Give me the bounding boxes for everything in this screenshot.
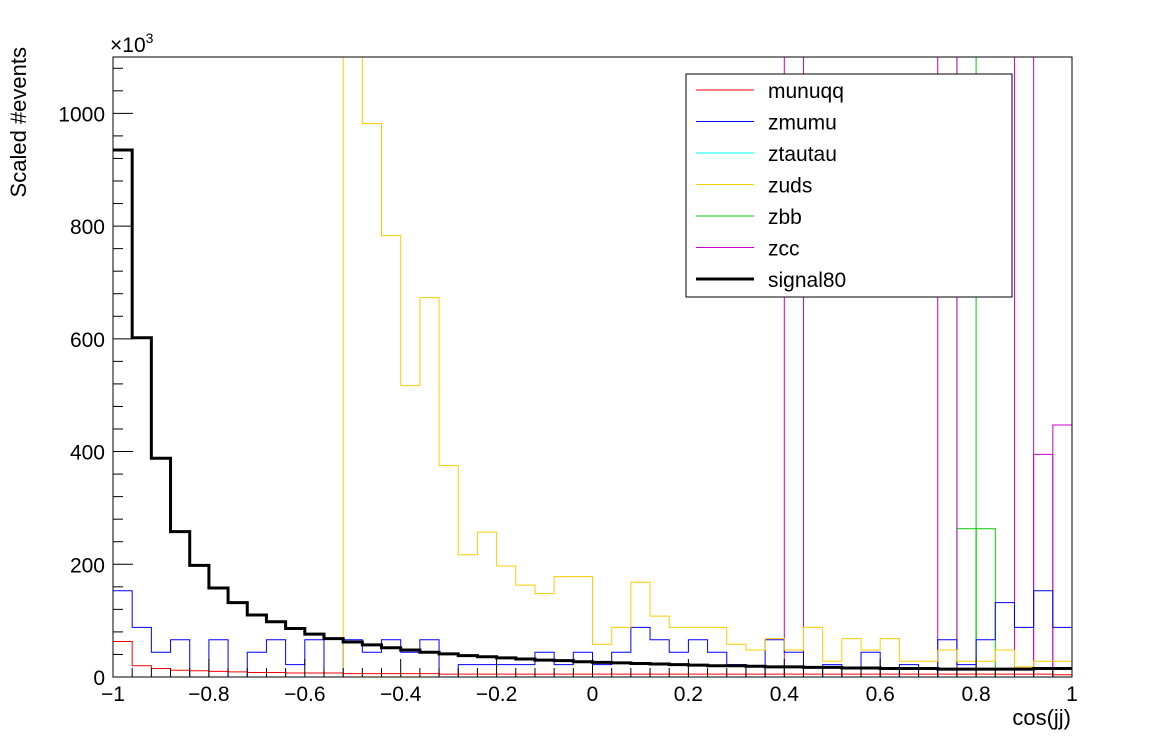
legend-entry-zuds: zuds [696, 175, 812, 198]
x-tick-label: 1 [1066, 683, 1078, 706]
legend-label: zmumu [768, 112, 837, 135]
legend-label: signal80 [768, 269, 846, 292]
axes: −1 −0.8 −0.6 −0.4 −0.2 0 0.2 0.4 0.6 0.8 1 0 200 400 6… [58, 56, 1078, 706]
legend-label: munuqq [768, 80, 844, 103]
x-tick-label: 0 [587, 683, 599, 706]
legend-label: zcc [768, 238, 800, 261]
series-zuds [113, 57, 1072, 677]
legend-entry-signal80: signal80 [696, 269, 846, 292]
x-tick-label: −0.4 [380, 683, 422, 706]
x-tick-label: −0.8 [188, 683, 229, 706]
legend-entry-ztautau: ztautau [696, 143, 837, 166]
x-tick-label: −0.6 [284, 683, 325, 706]
series-zmumu [113, 590, 1072, 677]
legend-entry-zbb: zbb [696, 206, 802, 229]
legend-entry-munuqq: munuqq [696, 80, 844, 103]
y-tick-label: 400 [70, 442, 105, 465]
y-axis-exponent-label: ×103 [110, 30, 154, 57]
y-tick-label: 0 [93, 667, 105, 690]
y-tick-label: 800 [70, 216, 105, 239]
zcc-overflow-bin [1052, 424, 1072, 677]
legend-box [685, 73, 1013, 298]
legend-label: zuds [768, 175, 812, 198]
zcc-overflow-bin [1033, 453, 1054, 677]
series-signal80 [113, 148, 1072, 671]
y-axis-exponent-power: 3 [146, 30, 154, 46]
legend-entry-zcc: zcc [696, 238, 800, 261]
x-tick-label: 0.2 [674, 683, 703, 706]
x-axis-label: cos(jj) [1012, 705, 1071, 730]
x-tick-label: 0.8 [961, 683, 990, 706]
x-tick-label: −1 [101, 683, 125, 706]
zbb-overflow-bin [956, 528, 977, 677]
legend-entry-zmumu: zmumu [696, 112, 837, 135]
x-tick-label: 0.6 [866, 683, 895, 706]
x-tick-label: 0.4 [770, 683, 800, 706]
y-axis-label: Scaled #events [6, 47, 31, 197]
y-tick-label: 1000 [58, 103, 105, 126]
legend-label: zbb [768, 206, 802, 229]
x-tick-label: −0.2 [476, 683, 517, 706]
zbb-overflow-bin [975, 528, 996, 677]
y-tick-label: 200 [70, 554, 105, 577]
legend: munuqq zmumu ztautau zuds zbb zcc signal80 [685, 73, 1013, 298]
legend-label: ztautau [768, 143, 837, 166]
series-munuqq [113, 640, 1072, 676]
y-tick-label: 600 [70, 329, 105, 352]
